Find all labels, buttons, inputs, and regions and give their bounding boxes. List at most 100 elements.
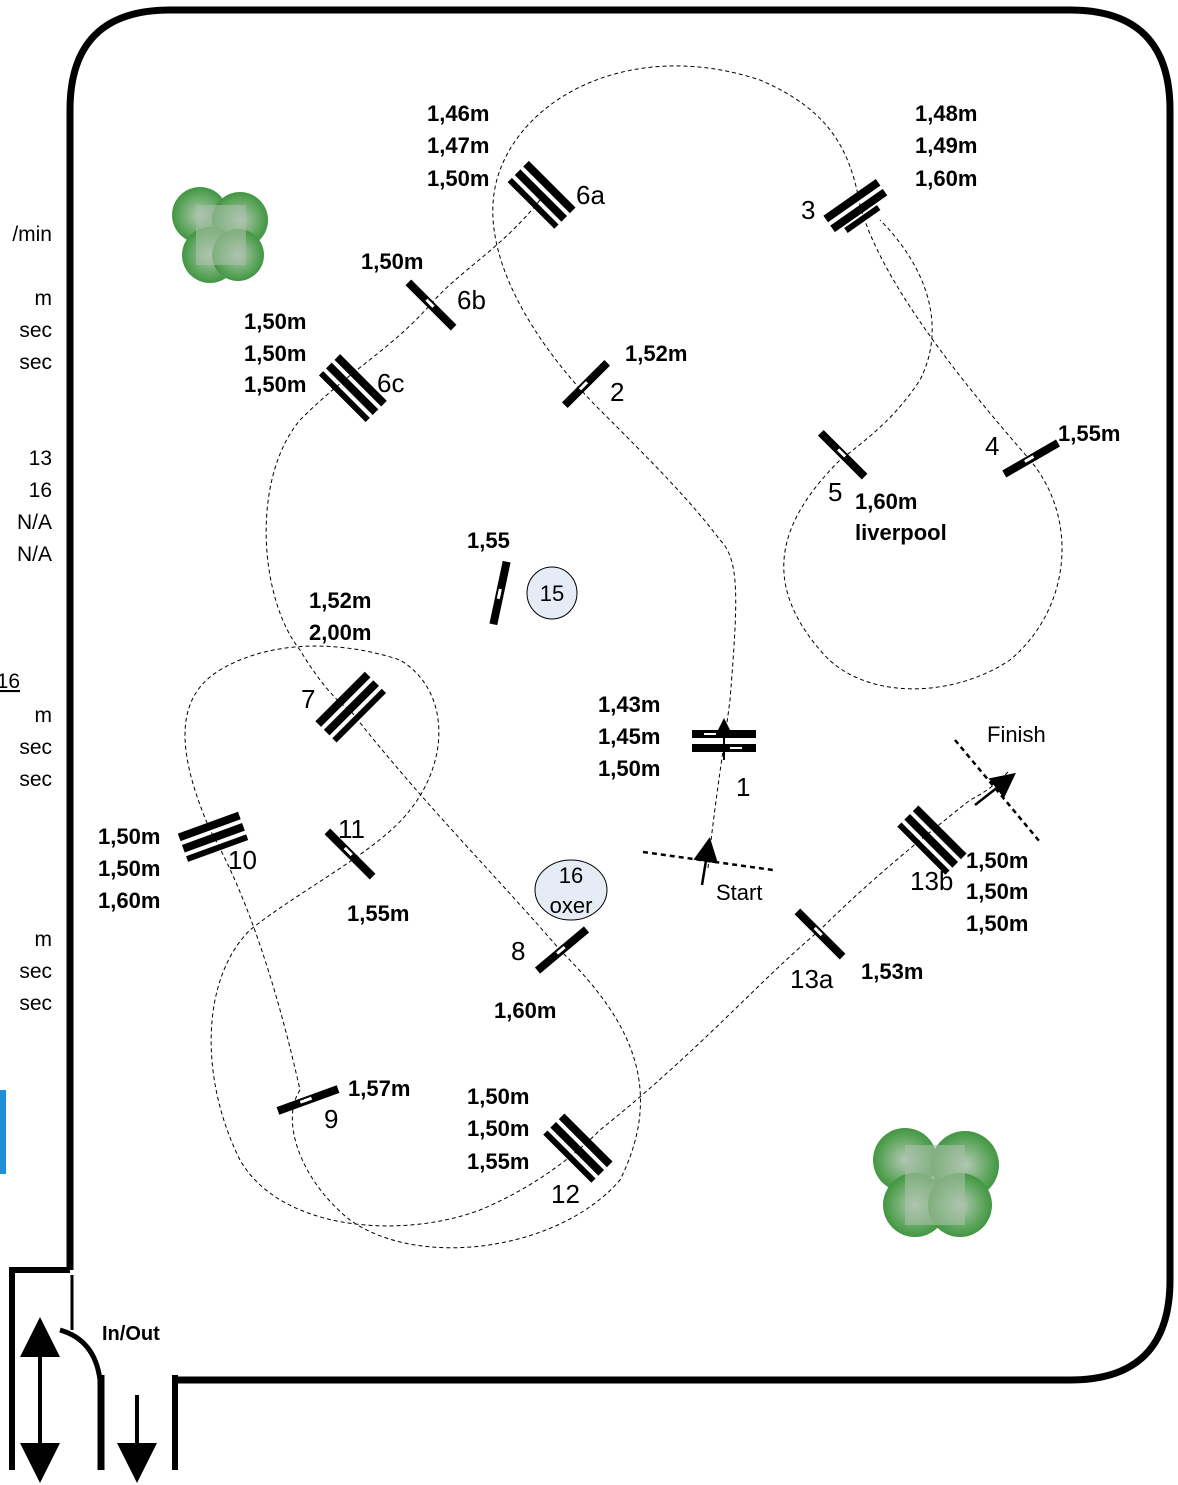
fence-1 [692,718,756,760]
heights-2: 1,52m [625,341,687,366]
in-out-label: In/Out [102,1323,160,1345]
heights-1: 1,43m 1,45m 1,50m [598,692,660,781]
obstacle-number: 9 [324,1104,338,1134]
svg-text:1,50m: 1,50m [598,756,660,781]
obstacle-number: 10 [228,845,257,875]
svg-text:1,45m: 1,45m [598,724,660,749]
heights-5: 1,60m liverpool [855,489,947,545]
fence-12 [543,1113,613,1183]
svg-text:1,50m: 1,50m [244,372,306,397]
finish-arrow [974,772,1016,806]
finish-line [954,739,1041,843]
side-item: sec [19,768,52,791]
side-item: m [35,928,53,951]
side-item: sec [19,992,52,1015]
heights-3: 1,48m 1,49m 1,60m [915,101,977,191]
svg-text:1,60m: 1,60m [98,888,160,913]
side-item: sec [19,319,52,342]
svg-text:1,47m: 1,47m [427,133,489,158]
side-item: N/A [17,511,52,534]
svg-text:15: 15 [540,581,564,606]
svg-text:2,00m: 2,00m [309,620,371,645]
obstacle-number: 2 [610,377,624,407]
heights-11: 1,55m [347,901,409,926]
svg-text:oxer: oxer [550,893,593,918]
obstacle-number: 6b [457,285,486,315]
obstacle-number: 4 [985,431,999,461]
fence-6c [318,354,387,423]
badge-16: 16 oxer [534,859,608,921]
fence-13b [897,805,967,875]
heights-6c: 1,50m 1,50m 1,50m [244,309,306,397]
tree-icon [873,1128,999,1237]
fence-11 [324,828,376,880]
svg-text:1,50m: 1,50m [467,1116,529,1141]
heights-8: 1,60m [494,998,556,1023]
side-panel: /min m sec sec 13 16 N/A N/A 16 m sec se… [0,223,52,1174]
svg-text:1,52m: 1,52m [309,588,371,613]
fence-10 [177,811,249,862]
side-item: 16 [29,479,52,502]
tree-icon [172,187,268,283]
obstacle-number: 8 [511,936,525,966]
heights-9: 1,57m [348,1076,410,1101]
svg-text:1,50m: 1,50m [98,824,160,849]
heights-13b: 1,50m 1,50m 1,50m [966,848,1028,936]
start-arrow [693,837,719,886]
fence-13a [794,908,846,960]
svg-text:1,46m: 1,46m [427,101,489,126]
svg-text:1,49m: 1,49m [915,133,977,158]
fence-8 [534,926,590,974]
fence-9 [276,1085,340,1115]
svg-text:1,50m: 1,50m [966,848,1028,873]
heights-12: 1,50m 1,50m 1,55m [467,1084,529,1174]
heights-15: 1,55 [467,528,510,553]
finish-label: Finish [987,722,1046,747]
side-item: N/A [17,543,52,566]
obstacle-number: 6a [576,180,605,210]
fence-5 [817,429,868,480]
course-route [184,65,1063,1249]
svg-text:1,50m: 1,50m [244,341,306,366]
fence-6a [507,160,576,229]
heights-10: 1,50m 1,50m 1,60m [98,824,160,913]
svg-text:1,50m: 1,50m [244,309,306,334]
svg-text:1,43m: 1,43m [598,692,660,717]
obstacle-number: 11 [338,814,365,844]
start-label: Start [716,880,762,905]
obstacle-number: 13a [790,964,834,994]
heights-6b: 1,50m [361,249,423,274]
svg-text:1,60m: 1,60m [855,489,917,514]
svg-text:1,48m: 1,48m [915,101,977,126]
svg-text:1,55m: 1,55m [467,1149,529,1174]
heights-4: 1,55m [1058,421,1120,446]
svg-text:1,50m: 1,50m [966,911,1028,936]
heights-7: 1,52m 2,00m [309,588,371,645]
fence-3 [823,179,888,233]
svg-text:liverpool: liverpool [855,520,947,545]
fence-2 [561,359,611,409]
heights-6a: 1,46m 1,47m 1,50m [427,101,489,191]
svg-text:1,50m: 1,50m [467,1084,529,1109]
obstacle-number: 6c [377,368,404,398]
side-item: /min [12,223,52,246]
side-item: sec [19,736,52,759]
obstacle-number: 7 [301,684,315,714]
side-item: sec [19,351,52,374]
svg-text:1,50m: 1,50m [427,166,489,191]
svg-text:1,60m: 1,60m [915,166,977,191]
fence-7 [315,671,387,743]
svg-text:16: 16 [559,863,583,888]
fence-15 [489,560,511,626]
heights-13a: 1,53m [861,959,923,984]
side-accent-bar [0,1090,6,1174]
obstacle-number: 5 [828,477,842,507]
badge-15: 15 [526,566,578,620]
fence-4 [1002,439,1060,478]
side-item: m [35,287,53,310]
fence-6b [405,279,457,331]
arena-border [66,6,1174,1384]
gate-door [59,1327,103,1470]
side-item: sec [19,960,52,983]
